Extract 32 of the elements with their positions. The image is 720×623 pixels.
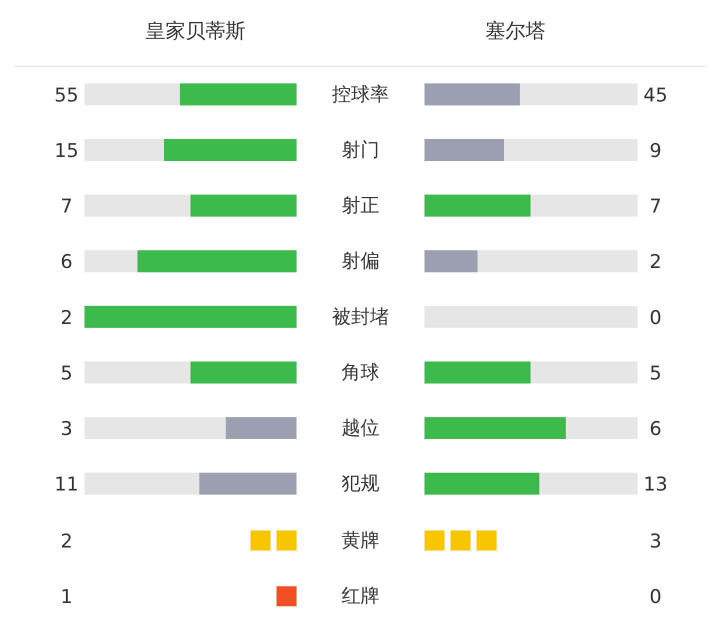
data-label: 13 (643, 474, 668, 496)
data-label: 15 (54, 140, 79, 162)
category-label: 射门 (342, 138, 380, 161)
category-label: 被封堵 (332, 306, 389, 328)
data-label: 2 (60, 530, 73, 552)
data-label: 5 (649, 362, 662, 384)
data-label: 6 (649, 418, 662, 440)
data-label: 7 (60, 196, 73, 218)
data-label: 1 (60, 586, 73, 608)
data-label: 3 (60, 418, 73, 440)
text: 皇家贝蒂斯 (146, 18, 246, 42)
category-label: 射偏 (342, 250, 380, 272)
data-label: 5 (60, 362, 73, 384)
category-label: 犯规 (342, 472, 380, 495)
data-label: 0 (649, 306, 662, 329)
data-label: 11 (54, 474, 79, 496)
category-label: 越位 (342, 417, 380, 440)
data-label: 0 (649, 586, 662, 608)
data-label: 55 (54, 84, 79, 106)
data-label: 6 (60, 251, 73, 274)
category-label: 黄牌 (342, 530, 380, 552)
category-label: 控球率 (332, 83, 389, 106)
data-label: 9 (649, 140, 662, 162)
data-label: 2 (60, 306, 73, 329)
data-label: 2 (649, 251, 662, 274)
category-label: 红牌 (342, 585, 380, 608)
data-label: 7 (649, 196, 662, 218)
data-label: 3 (649, 530, 662, 552)
category-label: 射正 (342, 194, 380, 217)
category-label: 角球 (342, 361, 380, 384)
data-label: 45 (643, 84, 668, 106)
text: 塞尔塔 (486, 18, 546, 42)
